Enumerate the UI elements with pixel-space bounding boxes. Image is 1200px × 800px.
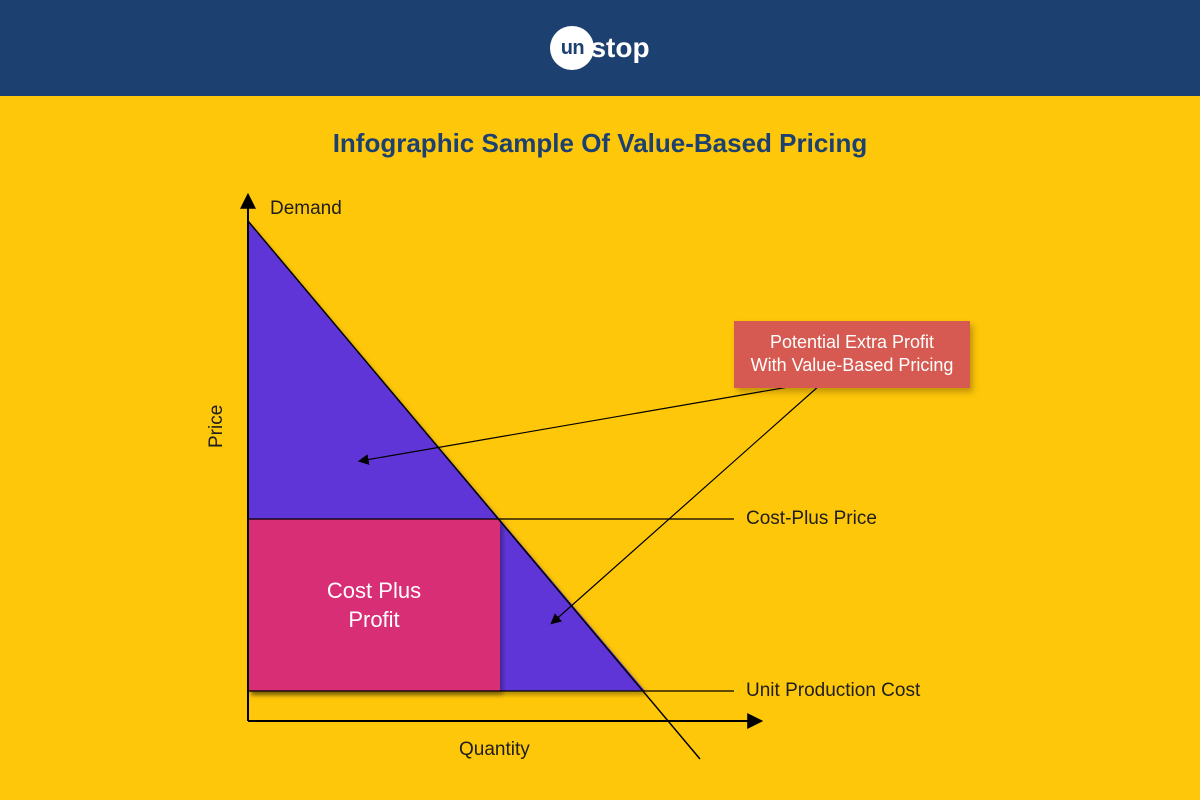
page-root: un stop Infographic Sample Of Value-Base…	[0, 0, 1200, 800]
cost-plus-price-label: Cost-Plus Price	[746, 508, 877, 530]
y-axis-label: Price	[206, 404, 228, 447]
demand-label: Demand	[270, 198, 342, 220]
header-bar: un stop	[0, 0, 1200, 96]
logo-outer-text: stop	[590, 32, 649, 64]
logo-inner-text: un	[561, 37, 584, 60]
cost-plus-profit-label: Cost PlusProfit	[248, 577, 500, 634]
x-axis-label: Quantity	[459, 739, 530, 761]
logo-circle-icon: un	[550, 26, 594, 70]
chart-container: Price Quantity Demand Cost-Plus Price Un…	[200, 191, 1000, 791]
chart-title: Infographic Sample Of Value-Based Pricin…	[0, 128, 1200, 159]
unit-production-cost-label: Unit Production Cost	[746, 680, 920, 702]
content-area: Infographic Sample Of Value-Based Pricin…	[0, 96, 1200, 800]
extra-profit-callout: Potential Extra ProfitWith Value-Based P…	[734, 321, 970, 388]
brand-logo: un stop	[550, 26, 649, 70]
